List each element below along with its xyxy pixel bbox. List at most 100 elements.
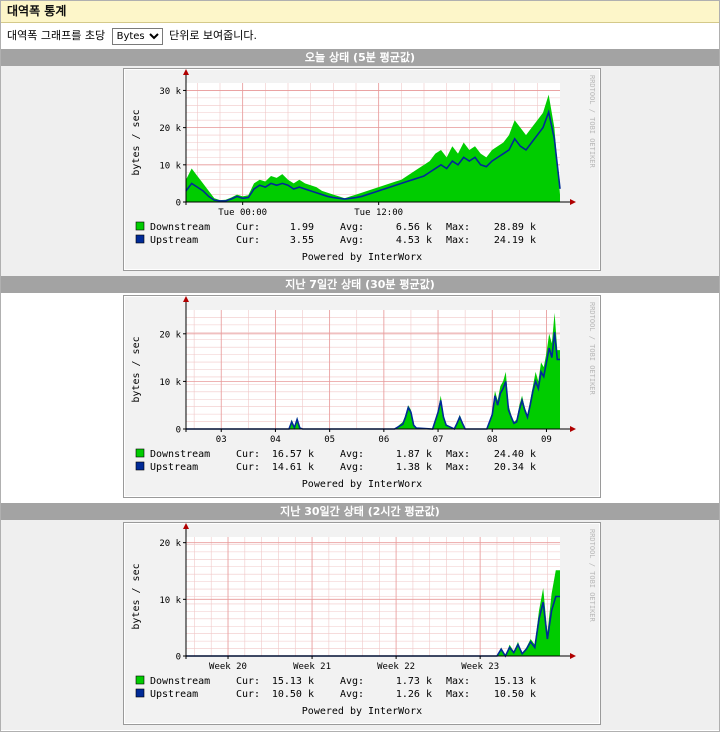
y-tick-label: 0 <box>176 426 181 436</box>
legend-max: 10.50 k <box>494 689 536 700</box>
x-axis-arrow <box>570 653 576 659</box>
x-axis-arrow <box>570 426 576 432</box>
legend-max-label: Max: <box>446 235 470 246</box>
y-axis-arrow <box>183 296 189 302</box>
x-tick-label: 09 <box>541 435 552 445</box>
upstream-legend-swatch <box>135 461 145 471</box>
legend-cur-label: Cur: <box>236 235 260 246</box>
unit-control-row: 대역폭 그래프를 초당 Bytes 단위로 보여줍니다. <box>1 23 719 49</box>
x-tick-label: 08 <box>487 435 498 445</box>
powered-by-text: Powered by InterWorx <box>302 479 422 490</box>
y-tick-label: 0 <box>176 653 181 663</box>
downstream-legend-swatch <box>135 221 145 231</box>
legend-avg-label: Avg: <box>340 449 364 460</box>
upstream-legend-swatch <box>135 688 145 698</box>
legend-max: 24.19 k <box>494 235 536 246</box>
downstream-legend-swatch <box>135 675 145 685</box>
legend-name: Downstream <box>150 222 210 233</box>
y-tick-label: 30 k <box>159 87 181 97</box>
x-tick-label: 06 <box>378 435 389 445</box>
unit-select[interactable]: Bytes <box>111 27 163 45</box>
legend-avg: 1.73 k <box>396 676 432 687</box>
section-header-7days: 지난 7일간 상태 (30분 평균값) <box>1 276 719 293</box>
x-tick-label: Week 20 <box>209 662 247 672</box>
y-axis-label: bytes / sec <box>131 336 142 402</box>
graph-30days: 0 10 k 20 k Week 20 Week 21 Week 22 Week 23 byt… <box>123 522 601 725</box>
legend-max-label: Max: <box>446 689 470 700</box>
y-tick-label: 10 k <box>159 161 181 171</box>
upstream-line <box>186 595 560 658</box>
upstream-line <box>185 109 561 202</box>
section-header-today: 오늘 상태 (5분 평균값) <box>1 49 719 66</box>
x-tick-label: 03 <box>216 435 227 445</box>
rrdtool-watermark: RRDTOOL / TOBI OETIKER <box>588 75 596 169</box>
y-tick-label: 20 k <box>159 330 181 340</box>
legend-name: Upstream <box>150 689 198 700</box>
legend-max-label: Max: <box>446 462 470 473</box>
x-tick-label: 07 <box>433 435 444 445</box>
rrdtool-watermark: RRDTOOL / TOBI OETIKER <box>588 302 596 396</box>
y-axis-label: bytes / sec <box>131 563 142 629</box>
section-30days: 0 10 k 20 k Week 20 Week 21 Week 22 Week 23 byt… <box>1 520 719 730</box>
upstream-legend-swatch <box>135 234 145 244</box>
legend-avg: 4.53 k <box>396 235 432 246</box>
legend-cur-label: Cur: <box>236 689 260 700</box>
powered-by-text: Powered by InterWorx <box>302 706 422 717</box>
x-tick-label: 04 <box>270 435 281 445</box>
legend-avg-label: Avg: <box>340 676 364 687</box>
unit-suffix-text: 단위로 보여줍니다. <box>169 29 258 42</box>
y-axis-arrow <box>183 69 189 75</box>
legend-max-label: Max: <box>446 222 470 233</box>
legend-name: Downstream <box>150 676 210 687</box>
legend-cur-label: Cur: <box>236 462 260 473</box>
section-today: 0 10 k 20 k 30 k Tue 00:00 Tue 12:00 bytes / s… <box>1 66 719 276</box>
legend-cur: 15.13 k <box>272 676 314 687</box>
y-tick-label: 10 k <box>159 378 181 388</box>
legend-avg: 1.38 k <box>396 462 432 473</box>
downstream-area <box>186 94 560 202</box>
x-tick-label: Week 23 <box>461 662 499 672</box>
unit-prefix-text: 대역폭 그래프를 초당 <box>7 29 106 42</box>
legend-cur-label: Cur: <box>236 222 260 233</box>
graph-7days-svg: 0 10 k 20 k 03 04 05 06 07 08 09 bytes / sec RRDTOO… <box>131 296 596 490</box>
page-title: 대역폭 통계 <box>1 1 719 23</box>
legend-avg-label: Avg: <box>340 462 364 473</box>
legend-cur: 10.50 k <box>272 689 314 700</box>
legend-max: 28.89 k <box>494 222 536 233</box>
legend-name: Upstream <box>150 462 198 473</box>
legend-cur: 14.61 k <box>272 462 314 473</box>
legend-max-label: Max: <box>446 449 470 460</box>
section-7days: 0 10 k 20 k 03 04 05 06 07 08 09 bytes / sec RRDTOO… <box>1 293 719 503</box>
y-axis-label: bytes / sec <box>131 109 142 175</box>
powered-by-text: Powered by InterWorx <box>302 252 422 263</box>
y-tick-label: 10 k <box>159 596 181 606</box>
graph-30days-svg: 0 10 k 20 k Week 20 Week 21 Week 22 Week 23 byt… <box>131 523 596 717</box>
x-tick-label: Tue 00:00 <box>218 208 267 218</box>
legend-max-label: Max: <box>446 676 470 687</box>
downstream-legend-swatch <box>135 448 145 458</box>
legend-avg-label: Avg: <box>340 235 364 246</box>
legend-cur: 16.57 k <box>272 449 314 460</box>
legend-avg: 6.56 k <box>396 222 432 233</box>
legend-max: 15.13 k <box>494 676 536 687</box>
rrdtool-watermark: RRDTOOL / TOBI OETIKER <box>588 529 596 623</box>
x-axis-arrow <box>570 199 576 205</box>
legend-name: Downstream <box>150 449 210 460</box>
graph-7days: 0 10 k 20 k 03 04 05 06 07 08 09 bytes / sec RRDTOO… <box>123 295 601 498</box>
legend-max: 24.40 k <box>494 449 536 460</box>
upstream-line <box>186 332 560 431</box>
graph-today-svg: 0 10 k 20 k 30 k Tue 00:00 Tue 12:00 bytes / s… <box>131 69 596 263</box>
x-tick-label: Week 21 <box>293 662 331 672</box>
legend-cur-label: Cur: <box>236 676 260 687</box>
legend-cur-label: Cur: <box>236 449 260 460</box>
y-tick-label: 20 k <box>159 124 181 134</box>
legend-avg-label: Avg: <box>340 689 364 700</box>
y-tick-label: 0 <box>176 199 181 209</box>
section-header-30days: 지난 30일간 상태 (2시간 평균값) <box>1 503 719 520</box>
y-axis-arrow <box>183 523 189 529</box>
x-tick-label: Week 22 <box>377 662 415 672</box>
downstream-area <box>186 312 560 429</box>
legend-cur: 1.99 <box>290 222 314 233</box>
x-tick-label: Tue 12:00 <box>354 208 403 218</box>
